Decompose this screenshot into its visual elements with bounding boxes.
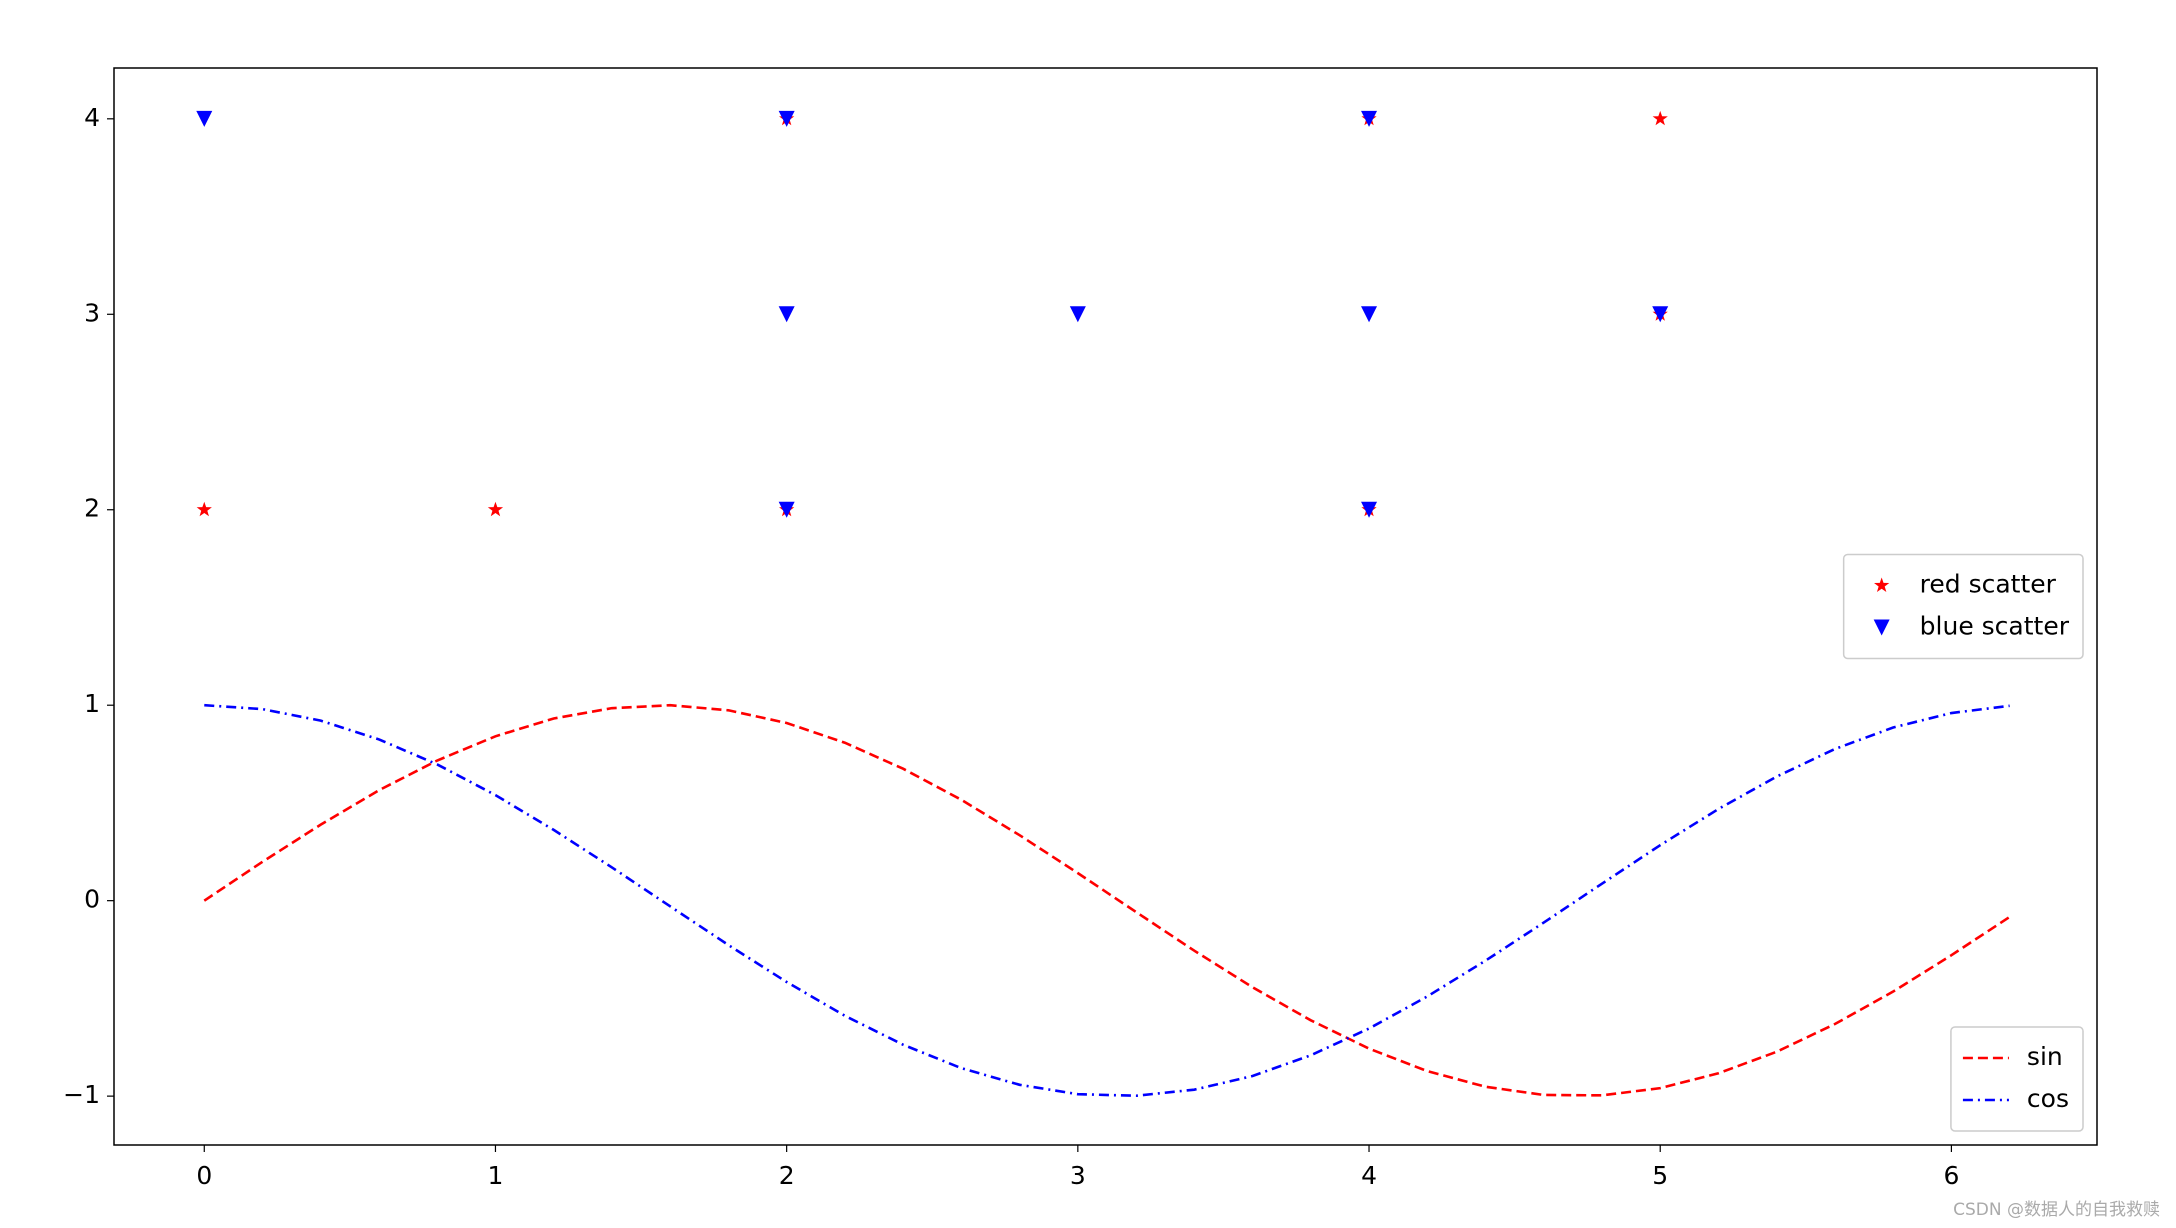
x-tick-label: 3 — [1070, 1161, 1086, 1190]
scatter-point — [1652, 306, 1669, 323]
x-tick-label: 4 — [1361, 1161, 1377, 1190]
x-tick-label: 0 — [196, 1161, 212, 1190]
legend-label: blue scatter — [1920, 612, 2070, 641]
legend-label: red scatter — [1920, 570, 2057, 599]
scatter-point — [196, 110, 213, 127]
scatter-point — [778, 306, 795, 323]
legend-box — [1842, 553, 2084, 660]
line — [203, 703, 2011, 1097]
scatter-point — [196, 501, 212, 517]
scatter-point — [1069, 306, 1086, 323]
line — [204, 703, 2010, 1098]
legend-box — [1950, 1026, 2084, 1132]
x-tick-label: 2 — [779, 1161, 795, 1190]
scatter-point — [1361, 306, 1378, 323]
legend-marker — [1874, 577, 1890, 592]
x-tick-label: 1 — [488, 1161, 504, 1190]
x-tick-label: 6 — [1943, 1161, 1959, 1190]
scatter-point — [487, 501, 504, 517]
scatter-point — [778, 110, 795, 127]
plot-area — [113, 67, 2098, 1146]
watermark: CSDN @数据人的自我救赎 — [1953, 1200, 2160, 1220]
scatter-point — [1652, 110, 1668, 126]
legend: red scatter blue scatter — [1842, 553, 2084, 660]
legend-marker — [1873, 619, 1890, 636]
y-tick-label: 4 — [84, 103, 100, 132]
legend-label: cos — [2027, 1084, 2069, 1113]
legend-label: sin — [2027, 1042, 2063, 1071]
scatter-point — [778, 501, 795, 518]
y-tick-label: 0 — [84, 885, 100, 914]
scatter-point — [1361, 501, 1378, 518]
legend: sin cos — [1950, 1026, 2084, 1132]
y-tick-label: 3 — [84, 298, 100, 327]
x-tick-label: 5 — [1652, 1161, 1668, 1190]
y-tick-label: 2 — [84, 494, 100, 523]
y-tick-label: −1 — [63, 1080, 100, 1109]
scatter-point — [1361, 110, 1378, 127]
y-tick-label: 1 — [84, 689, 100, 718]
